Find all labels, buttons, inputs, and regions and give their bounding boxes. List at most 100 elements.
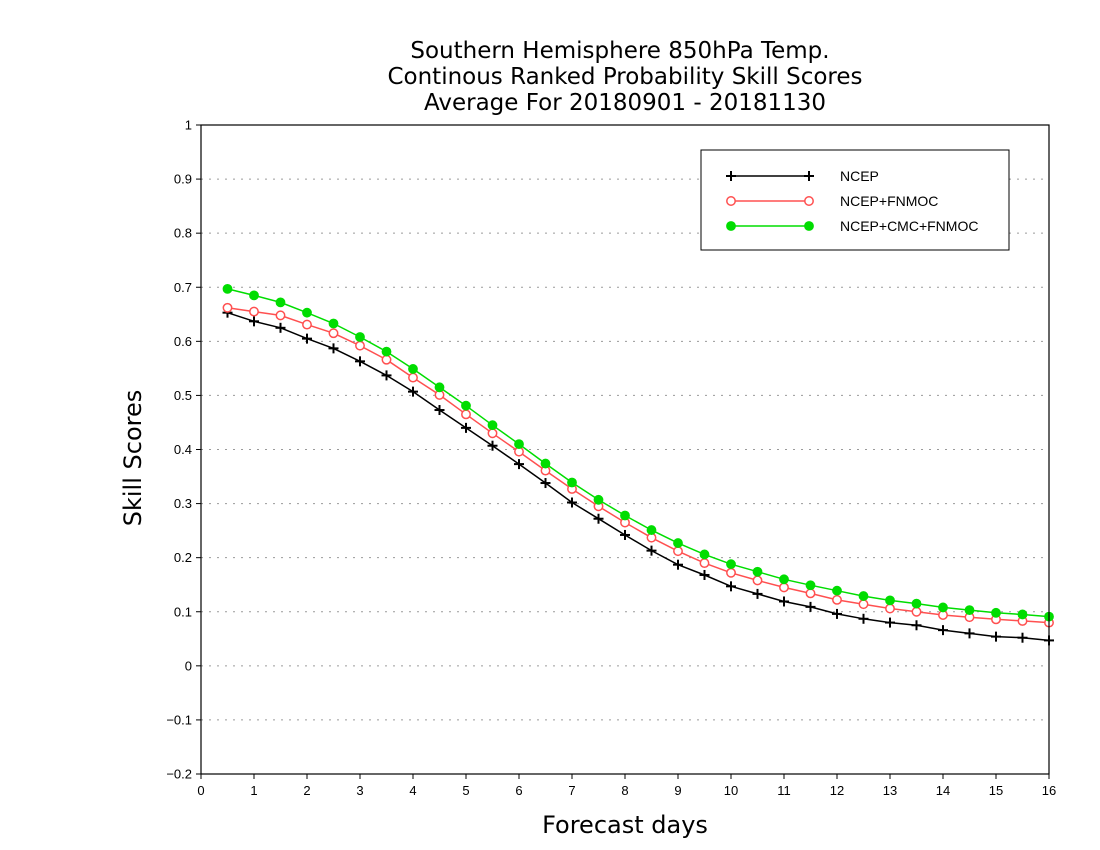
data-point-ncep-fnmoc bbox=[461, 409, 471, 420]
legend: NCEP NCEP+FNMOC NCEP+CMC+FNMOC bbox=[700, 149, 1010, 251]
data-point-ncep-cmc-fnmoc bbox=[461, 400, 471, 411]
data-point-ncep-cmc-fnmoc bbox=[328, 318, 339, 329]
legend-box bbox=[700, 149, 1010, 251]
x-tick-label: 14 bbox=[936, 783, 950, 798]
y-tick-label: 0.5 bbox=[174, 388, 192, 403]
x-tick-label: 7 bbox=[568, 783, 575, 798]
data-point-ncep-cmc-fnmoc bbox=[620, 510, 630, 521]
legend-label-ncep-fnmoc: NCEP+FNMOC bbox=[840, 193, 938, 209]
data-point-ncep-cmc-fnmoc bbox=[567, 477, 577, 488]
chart-title: Southern Hemisphere 850hPa Temp. bbox=[410, 38, 829, 64]
data-point-ncep-cmc-fnmoc bbox=[249, 290, 259, 301]
legend-label-ncep: NCEP bbox=[840, 168, 879, 184]
data-point-ncep-cmc-fnmoc bbox=[222, 283, 233, 294]
data-point-ncep-cmc-fnmoc bbox=[938, 602, 948, 613]
data-point-ncep-cmc-fnmoc bbox=[487, 420, 498, 431]
data-point-ncep-cmc-fnmoc bbox=[832, 585, 842, 596]
series-ncep-fnmoc bbox=[222, 302, 1054, 628]
data-point-ncep bbox=[779, 596, 789, 607]
data-point-ncep-cmc-fnmoc bbox=[991, 607, 1001, 618]
data-point-ncep-cmc-fnmoc bbox=[752, 566, 763, 577]
data-point-ncep bbox=[381, 370, 392, 381]
series-line-ncep-cmc-fnmoc bbox=[227, 288, 1050, 618]
y-tick-label: 0.2 bbox=[174, 550, 192, 565]
data-point-ncep bbox=[275, 322, 286, 333]
data-point-ncep-cmc-fnmoc bbox=[381, 346, 392, 357]
data-point-ncep bbox=[673, 559, 683, 570]
data-point-ncep bbox=[752, 588, 763, 599]
data-point-ncep-cmc-fnmoc bbox=[408, 364, 418, 374]
data-point-ncep-fnmoc bbox=[408, 372, 418, 383]
y-tick-label: −0.1 bbox=[166, 712, 192, 727]
data-point-ncep bbox=[434, 405, 445, 416]
x-tick-label: 0 bbox=[197, 783, 204, 798]
data-point-ncep bbox=[885, 617, 895, 628]
axes: −0.2−0.100.10.20.30.40.50.60.70.80.910 1 2… bbox=[166, 118, 1056, 799]
data-point-ncep-fnmoc bbox=[487, 428, 498, 439]
data-point-ncep bbox=[832, 608, 842, 619]
series-ncep bbox=[222, 307, 1054, 646]
data-point-ncep bbox=[805, 601, 816, 612]
x-tick-label: 10 bbox=[724, 783, 738, 798]
series-line-ncep bbox=[227, 311, 1050, 642]
legend-marker-ncep-cmc-fnmoc bbox=[726, 221, 736, 231]
data-point-ncep-fnmoc bbox=[275, 310, 286, 321]
data-point-ncep-fnmoc bbox=[805, 588, 816, 599]
data-point-ncep-cmc-fnmoc bbox=[514, 439, 524, 449]
x-tick-label: 1 bbox=[250, 783, 257, 798]
series-ncep-cmc-fnmoc bbox=[222, 283, 1054, 622]
chart-subtitle-date-range: Average For 20180901 - 20181130 bbox=[424, 90, 826, 116]
data-point-ncep-fnmoc bbox=[779, 582, 789, 593]
data-point-ncep-fnmoc bbox=[249, 306, 259, 317]
x-tick-label: 5 bbox=[462, 783, 469, 798]
data-point-ncep bbox=[938, 625, 948, 636]
x-tick-label: 9 bbox=[674, 783, 681, 798]
y-tick-label: −0.2 bbox=[166, 767, 192, 782]
data-point-ncep-cmc-fnmoc bbox=[858, 591, 869, 601]
data-point-ncep-cmc-fnmoc bbox=[355, 332, 365, 342]
data-point-ncep-fnmoc bbox=[328, 328, 339, 339]
gridlines bbox=[201, 178, 1049, 721]
data-point-ncep bbox=[911, 620, 922, 631]
x-tick-label: 16 bbox=[1042, 783, 1056, 798]
data-point-ncep-cmc-fnmoc bbox=[779, 574, 789, 585]
y-tick-label: 0 bbox=[185, 658, 192, 673]
data-point-ncep-fnmoc bbox=[832, 594, 842, 605]
data-point-ncep bbox=[302, 333, 312, 344]
data-point-ncep bbox=[726, 581, 736, 592]
data-point-ncep-cmc-fnmoc bbox=[275, 297, 286, 308]
y-tick-label: 0.6 bbox=[174, 334, 192, 349]
y-tick-label: 0.1 bbox=[174, 604, 192, 619]
data-point-ncep-cmc-fnmoc bbox=[726, 559, 736, 570]
data-point-ncep bbox=[408, 386, 418, 397]
data-point-ncep-fnmoc bbox=[381, 354, 392, 365]
x-tick-label: 2 bbox=[303, 783, 310, 798]
data-point-ncep bbox=[461, 422, 471, 433]
data-point-ncep-cmc-fnmoc bbox=[646, 525, 657, 535]
x-tick-label: 6 bbox=[515, 783, 522, 798]
legend-marker-ncep bbox=[726, 171, 736, 181]
legend-marker-ncep-fnmoc bbox=[726, 196, 736, 206]
data-point-ncep-fnmoc bbox=[752, 575, 763, 586]
chart-subtitle: Continous Ranked Probability Skill Score… bbox=[387, 64, 862, 90]
data-point-ncep bbox=[991, 631, 1001, 642]
x-tick-label: 8 bbox=[621, 783, 628, 798]
data-point-ncep-cmc-fnmoc bbox=[805, 580, 816, 591]
y-tick-label: 0.4 bbox=[174, 442, 192, 457]
x-axis-title: Forecast days bbox=[542, 811, 708, 839]
data-point-ncep bbox=[593, 513, 604, 524]
plot-frame bbox=[200, 124, 1050, 775]
data-point-ncep-cmc-fnmoc bbox=[673, 538, 683, 548]
data-point-ncep-fnmoc bbox=[885, 603, 895, 614]
data-point-ncep bbox=[514, 459, 524, 470]
data-point-ncep-fnmoc bbox=[858, 599, 869, 610]
x-tick-label: 11 bbox=[777, 783, 791, 798]
y-tick-label: 0.3 bbox=[174, 496, 192, 511]
data-point-ncep-cmc-fnmoc bbox=[699, 549, 710, 560]
data-point-ncep-cmc-fnmoc bbox=[302, 307, 312, 318]
x-tick-label: 13 bbox=[883, 783, 897, 798]
y-tick-label: 0.7 bbox=[174, 280, 192, 295]
data-point-ncep bbox=[487, 440, 498, 451]
x-tick-label: 4 bbox=[409, 783, 416, 798]
